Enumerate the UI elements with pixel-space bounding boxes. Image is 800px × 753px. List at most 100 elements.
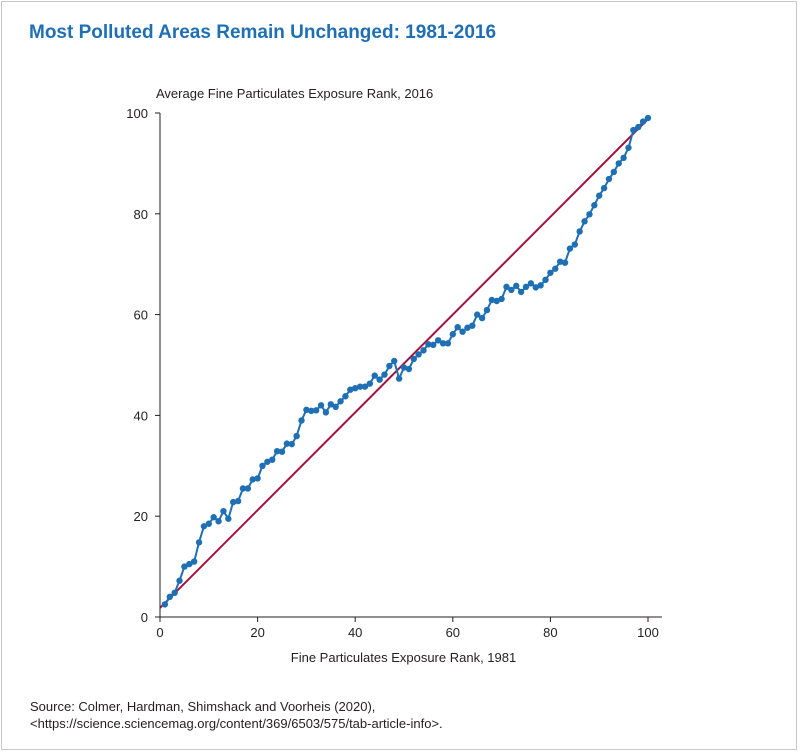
data-point: [386, 362, 393, 370]
data-point: [361, 383, 369, 390]
data-point: [527, 280, 535, 287]
data-point: [312, 407, 320, 414]
data-point: [639, 118, 647, 125]
y-tick-label: 0: [141, 610, 148, 625]
data-point: [410, 355, 417, 363]
data-point: [517, 288, 525, 296]
data-point: [498, 295, 505, 303]
data-point: [298, 417, 305, 424]
data-point: [586, 211, 593, 218]
reference-line: [159, 118, 649, 609]
data-point: [395, 375, 403, 382]
data-point: [625, 144, 632, 151]
data-point: [220, 507, 227, 515]
data-point: [293, 432, 300, 440]
x-tick-label: 100: [637, 625, 659, 640]
data-point: [576, 228, 583, 235]
data-point: [347, 386, 354, 393]
data-point: [352, 384, 359, 392]
data-point: [522, 283, 530, 291]
data-point: [600, 184, 608, 192]
data-point: [161, 601, 169, 608]
y-tick-label: 100: [126, 106, 148, 121]
data-point: [605, 175, 613, 183]
data-point: [508, 286, 515, 294]
data-point: [215, 518, 222, 525]
data-point: [356, 383, 364, 390]
data-point: [483, 306, 491, 314]
x-tick-label: 20: [250, 625, 264, 640]
data-point: [415, 351, 422, 358]
data-point: [190, 558, 198, 565]
data-point: [454, 324, 461, 331]
data-point: [474, 311, 481, 318]
data-point: [493, 297, 500, 305]
data-point: [166, 593, 173, 601]
data-point: [366, 380, 374, 387]
data-point: [610, 168, 618, 176]
data-point: [371, 372, 378, 379]
data-point: [269, 456, 276, 463]
data-point: [430, 341, 437, 349]
data-point: [469, 322, 476, 329]
data-point: [171, 589, 178, 597]
x-tick-label: 60: [446, 625, 460, 640]
data-point: [425, 341, 432, 348]
data-point: [200, 523, 208, 530]
data-point: [181, 563, 188, 570]
data-point: [230, 498, 237, 506]
data-point: [264, 458, 271, 465]
data-point: [513, 282, 520, 290]
data-points-group: [161, 114, 652, 608]
chart-axes: [155, 112, 662, 622]
data-point: [254, 475, 261, 482]
data-point: [434, 337, 442, 344]
y-axis-label: Average Fine Particulates Exposure Rank,…: [156, 86, 434, 101]
chart-title: Most Polluted Areas Remain Unchanged: 19…: [29, 22, 497, 43]
x-tick-label: 40: [348, 625, 362, 640]
x-tick-label: 80: [543, 625, 557, 640]
data-point: [464, 324, 471, 331]
data-point: [308, 407, 315, 415]
data-point: [439, 340, 447, 347]
data-point: [337, 398, 344, 405]
source-line-2: <https://science.sciencemag.org/content/…: [30, 716, 443, 731]
data-point: [449, 331, 456, 338]
data-point: [332, 403, 339, 411]
data-point: [405, 365, 413, 373]
data-point: [566, 245, 574, 252]
data-point: [381, 371, 388, 378]
data-point: [278, 448, 286, 455]
data-point: [478, 314, 486, 322]
data-point: [503, 283, 510, 291]
data-point: [532, 284, 539, 291]
data-point: [444, 340, 452, 347]
data-point: [596, 192, 603, 199]
data-point: [283, 440, 291, 447]
data-point: [317, 402, 325, 409]
data-point: [635, 123, 642, 131]
data-point: [225, 515, 232, 522]
data-point: [186, 560, 193, 568]
y-tick-label: 20: [134, 509, 148, 524]
y-tick-label: 60: [134, 308, 148, 323]
data-point: [176, 577, 183, 584]
data-point: [234, 497, 242, 505]
data-point: [342, 393, 349, 400]
data-point: [391, 357, 398, 365]
data-point: [205, 520, 212, 527]
data-point: [591, 202, 598, 209]
data-point: [400, 364, 408, 371]
data-point: [581, 218, 588, 225]
data-point: [537, 282, 544, 289]
source-note: Source: Colmer, Hardman, Shimshack and V…: [30, 698, 443, 732]
tick-labels-group: 0 20 40 60 80 100 0 20 40 60 80 100: [126, 106, 659, 640]
data-point: [488, 296, 496, 304]
data-point: [249, 476, 256, 483]
y-tick-label: 80: [134, 207, 148, 222]
data-point: [322, 409, 330, 416]
x-axis-label: Fine Particulates Exposure Rank, 1981: [290, 650, 517, 665]
y-tick-label: 40: [134, 408, 148, 423]
